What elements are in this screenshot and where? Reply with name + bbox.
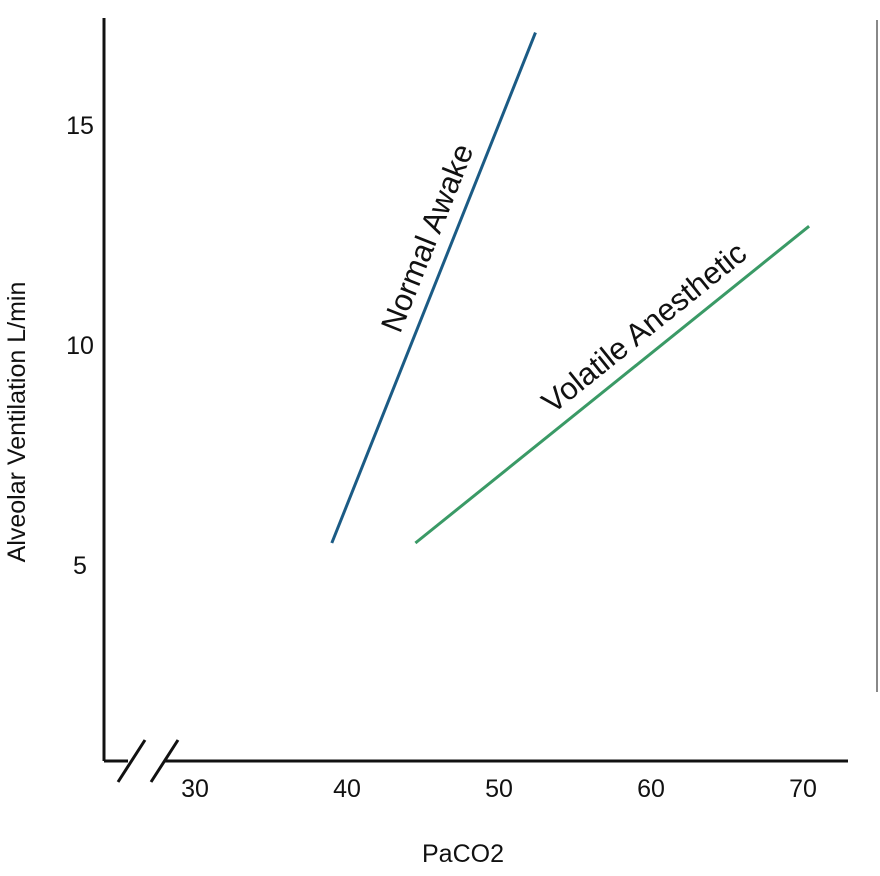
x-tick-label: 50	[485, 775, 513, 803]
y-axis-label: Alveolar Ventilation L/min	[3, 282, 31, 563]
x-tick-label: 30	[181, 775, 209, 803]
series-line-volatile-anesthetic	[414, 225, 811, 545]
x-tick-labels: 30 40 50 60 70	[181, 775, 817, 803]
axis-break-mark	[116, 739, 180, 783]
x-tick-label: 40	[333, 775, 361, 803]
series-lines	[330, 32, 811, 545]
series-label-volatile-anesthetic: Volatile Anesthetic	[535, 235, 753, 420]
y-tick-label: 10	[66, 332, 94, 360]
x-axis-label: PaCO2	[422, 840, 504, 868]
y-tick-label: 15	[66, 112, 94, 140]
y-tick-label: 5	[73, 552, 87, 580]
x-tick-label: 70	[789, 775, 817, 803]
series-line-normal-awake	[330, 32, 537, 544]
y-tick-labels: 5 10 15	[66, 112, 94, 580]
series-labels: Normal Awake Volatile Anesthetic	[374, 139, 753, 420]
x-tick-label: 60	[637, 775, 665, 803]
